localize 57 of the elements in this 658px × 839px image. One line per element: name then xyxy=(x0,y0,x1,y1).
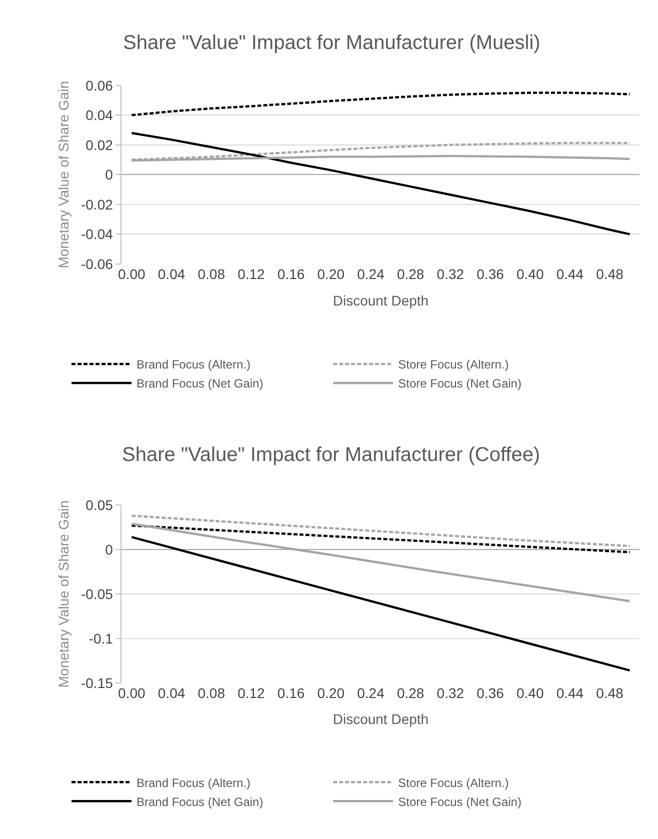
x-tick-label: 0.36 xyxy=(476,684,504,701)
x-tick-label: 0.12 xyxy=(238,266,266,282)
x-tick-label: 0.32 xyxy=(436,684,464,701)
x-tick-label: 0.20 xyxy=(317,266,345,282)
x-axis-title: Discount Depth xyxy=(332,711,429,728)
x-tick-label: 0.28 xyxy=(396,266,424,282)
line-series xyxy=(130,536,631,672)
x-tick-label: 0.24 xyxy=(357,684,385,701)
legend-label: Brand Focus (Altern.) xyxy=(136,776,251,790)
x-tick-label: 0.16 xyxy=(277,266,305,282)
y-tick-label: 0.04 xyxy=(86,107,114,124)
legend-label: Store Focus (Altern.) xyxy=(398,776,509,790)
y-tick-label: -0.06 xyxy=(81,256,114,272)
x-tick-label: 0.04 xyxy=(158,266,186,282)
x-tick-label: 0.48 xyxy=(596,684,624,701)
legend-label: Brand Focus (Altern.) xyxy=(136,358,251,372)
x-tick-label: 0.16 xyxy=(277,684,305,701)
x-tick-label: 0.32 xyxy=(436,266,464,282)
x-tick-label: 0.20 xyxy=(317,684,345,701)
y-axis-title: Monetary Value of Share Gain xyxy=(56,81,72,268)
x-tick-label: 0.40 xyxy=(516,684,544,701)
x-tick-label: 0.28 xyxy=(396,684,424,701)
x-tick-label: 0.08 xyxy=(198,266,226,282)
chart-title: Share "Value" Impact for Manufacturer (Muesli) xyxy=(123,32,540,54)
x-tick-label: 0.44 xyxy=(556,684,584,701)
y-tick-label: -0.15 xyxy=(81,674,114,691)
line-series xyxy=(130,524,631,554)
legend-label: Store Focus (Net Gain) xyxy=(398,376,522,391)
legend-label: Brand Focus (Net Gain) xyxy=(136,376,264,391)
y-tick-label: 0.02 xyxy=(86,136,114,153)
y-tick-label: -0.04 xyxy=(81,226,114,242)
legend-label: Brand Focus (Net Gain) xyxy=(136,794,264,809)
chart-title: Share "Value" Impact for Manufacturer (Coffee) xyxy=(122,444,540,466)
legend-label: Store Focus (Net Gain) xyxy=(398,794,522,809)
x-tick-label: 0.40 xyxy=(516,266,544,282)
y-tick-label: 0.06 xyxy=(86,77,114,94)
y-tick-label: -0.02 xyxy=(81,196,114,212)
y-axis-title: Monetary Value of Share Gain xyxy=(56,500,72,688)
x-tick-label: 0.24 xyxy=(357,266,385,282)
x-tick-label: 0.08 xyxy=(198,684,226,701)
y-tick-label: -0.05 xyxy=(81,586,114,602)
legend-label: Store Focus (Altern.) xyxy=(398,358,509,372)
y-tick-label: -0.1 xyxy=(88,630,114,646)
x-tick-label: 0.44 xyxy=(556,266,584,282)
x-tick-label: 0.00 xyxy=(118,684,146,701)
x-tick-label: 0.12 xyxy=(238,684,266,701)
x-tick-label: 0.36 xyxy=(476,266,504,282)
x-tick-label: 0.00 xyxy=(118,266,146,282)
x-tick-label: 0.48 xyxy=(596,266,624,282)
x-axis-title: Discount Depth xyxy=(332,292,429,308)
y-tick-label: 0.05 xyxy=(86,496,114,513)
line-series xyxy=(130,514,631,548)
line-series xyxy=(130,132,631,236)
y-tick-label: 0 xyxy=(105,541,114,558)
y-tick-label: 0 xyxy=(105,166,114,183)
line-series xyxy=(130,92,631,116)
x-tick-label: 0.04 xyxy=(158,684,186,701)
